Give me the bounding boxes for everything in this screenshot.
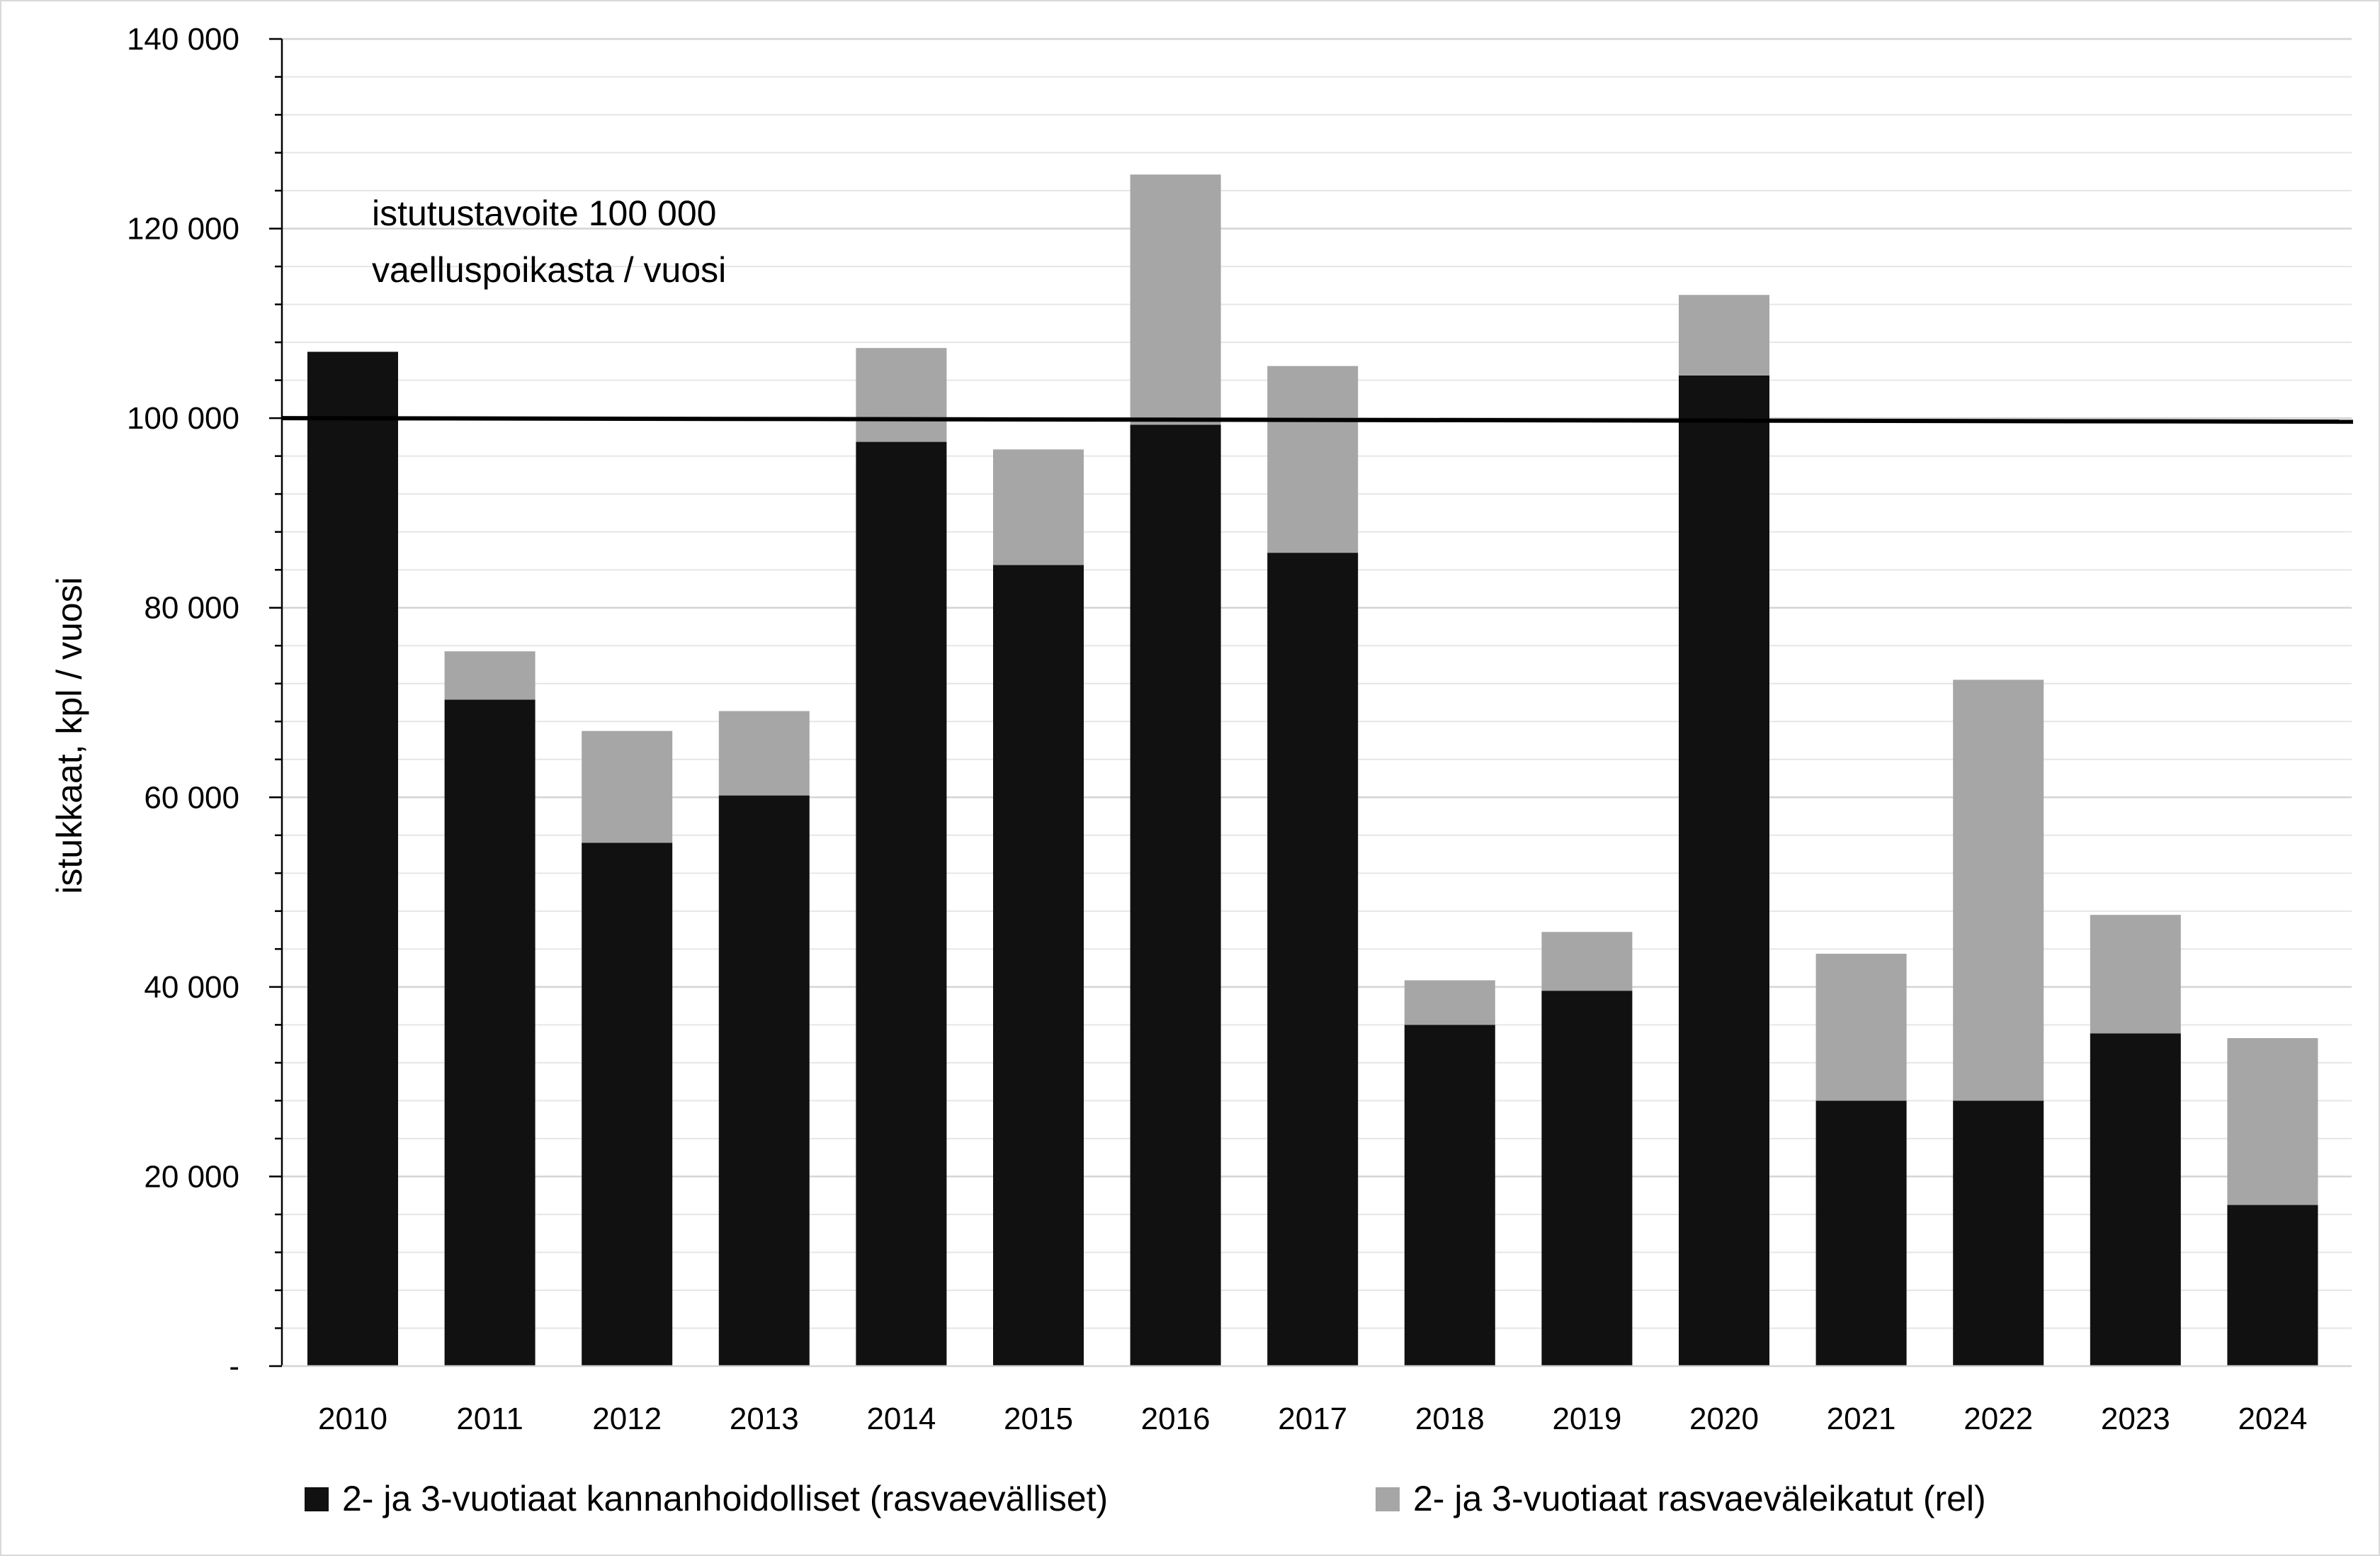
x-tick-label: 2022 bbox=[1964, 1402, 2033, 1436]
target-line bbox=[281, 416, 2354, 424]
bar-2019-series-2 bbox=[1541, 932, 1633, 991]
legend-label-kannanhoidolliset: 2- ja 3-vuotiaat kannanhoidolliset (rasv… bbox=[342, 1479, 1108, 1518]
legend: 2- ja 3-vuotiaat kannanhoidolliset (rasv… bbox=[305, 1479, 1986, 1518]
bar-2015-series-2 bbox=[993, 449, 1084, 565]
x-tick-label: 2020 bbox=[1689, 1402, 1759, 1436]
bar-2013-series-2 bbox=[718, 711, 810, 796]
legend-swatch-rasvaevaleikatut bbox=[1376, 1487, 1400, 1511]
bar-2018-series-1 bbox=[1404, 1025, 1495, 1366]
bar-2022-series-1 bbox=[1953, 1100, 2044, 1366]
bar-2013-series-1 bbox=[718, 795, 810, 1366]
x-tick-labels: 2010 2011 2012 2013 2014 2015 2016 2017 2018 2019… bbox=[318, 1402, 2307, 1436]
y-axis-title: istukkaat, kpl / vuosi bbox=[50, 577, 89, 893]
x-tick-label: 2016 bbox=[1141, 1402, 1211, 1436]
x-tick-label: 2021 bbox=[1827, 1402, 1896, 1436]
x-tick-label: 2023 bbox=[2101, 1402, 2170, 1436]
bar-2021-series-1 bbox=[1815, 1100, 1907, 1366]
x-tick-label: 2011 bbox=[456, 1402, 523, 1436]
bar-2019-series-1 bbox=[1541, 991, 1633, 1366]
bar-2020-series-1 bbox=[1679, 375, 1769, 1367]
bar-2015-series-1 bbox=[993, 565, 1084, 1366]
bar-2024-series-2 bbox=[2227, 1038, 2318, 1205]
x-tick-label: 2013 bbox=[730, 1402, 799, 1436]
bar-2023-series-1 bbox=[2090, 1033, 2181, 1366]
bar-2018-series-2 bbox=[1404, 980, 1495, 1025]
y-tick-label: 60 000 bbox=[144, 780, 239, 815]
y-tick-labels: - 20 000 40 000 60 000 80 000 100 000 120 000 1… bbox=[127, 22, 239, 1384]
y-tick-label: 120 000 bbox=[127, 212, 239, 247]
x-tick-label: 2010 bbox=[318, 1402, 387, 1436]
bar-2012-series-1 bbox=[582, 842, 673, 1366]
y-axis bbox=[269, 38, 2352, 1368]
x-tick-label: 2015 bbox=[1004, 1402, 1073, 1436]
x-tick-label: 2024 bbox=[2238, 1402, 2307, 1436]
x-tick-label: 2019 bbox=[1552, 1402, 1621, 1436]
legend-swatch-kannanhoidolliset bbox=[305, 1487, 329, 1511]
bar-2016-series-1 bbox=[1130, 424, 1221, 1367]
bar-2021-series-2 bbox=[1815, 954, 1907, 1101]
y-tick-label: 100 000 bbox=[127, 401, 239, 436]
bar-2024-series-1 bbox=[2227, 1205, 2318, 1366]
y-tick-label: 140 000 bbox=[127, 22, 239, 57]
bars bbox=[307, 174, 2318, 1367]
bar-2011-series-1 bbox=[444, 699, 536, 1366]
bar-2023-series-2 bbox=[2090, 915, 2181, 1034]
bar-2012-series-2 bbox=[582, 731, 673, 843]
x-tick-label: 2012 bbox=[592, 1402, 662, 1436]
bar-2010-series-1 bbox=[307, 351, 398, 1366]
x-tick-label: 2014 bbox=[866, 1402, 936, 1436]
y-tick-label: 40 000 bbox=[144, 970, 239, 1005]
x-tick-label: 2018 bbox=[1415, 1402, 1485, 1436]
annotation-line-1: istutustavoite 100 000 bbox=[372, 193, 716, 233]
bar-2014-series-1 bbox=[856, 441, 947, 1366]
legend-label-rasvaevaleikatut: 2- ja 3-vuotiaat rasvaeväleikatut (rel) bbox=[1413, 1479, 1986, 1518]
bar-2017-series-2 bbox=[1267, 366, 1359, 553]
bar-2022-series-2 bbox=[1953, 680, 2044, 1101]
bar-2011-series-2 bbox=[444, 651, 536, 700]
annotation-line-2: vaelluspoikasta / vuosi bbox=[372, 250, 726, 290]
bar-2016-series-2 bbox=[1130, 174, 1221, 425]
y-tick-label: 20 000 bbox=[144, 1159, 239, 1194]
x-tick-label: 2017 bbox=[1278, 1402, 1347, 1436]
bar-2017-series-1 bbox=[1267, 553, 1359, 1366]
y-tick-label: - bbox=[229, 1349, 239, 1384]
bar-2020-series-2 bbox=[1679, 295, 1769, 376]
bar-2014-series-2 bbox=[856, 348, 947, 442]
y-tick-label: 80 000 bbox=[144, 591, 239, 626]
